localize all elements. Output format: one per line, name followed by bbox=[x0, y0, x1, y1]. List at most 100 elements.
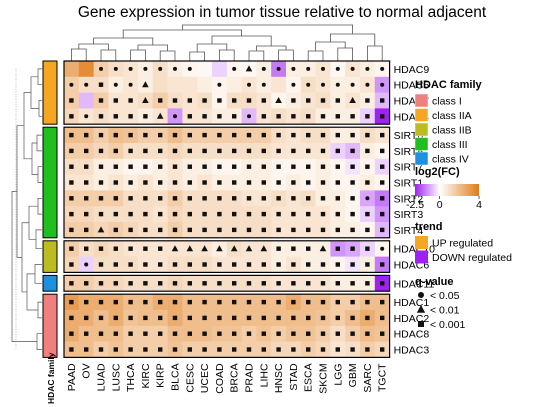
sig-square bbox=[335, 114, 340, 119]
sig-square bbox=[365, 281, 370, 286]
chart-title: Gene expression in tumor tissue relative… bbox=[78, 4, 487, 21]
sig-square bbox=[143, 180, 148, 185]
sig-square bbox=[202, 114, 207, 119]
sig-square bbox=[98, 211, 104, 217]
sig-square bbox=[306, 347, 311, 352]
sig-dot bbox=[335, 66, 340, 71]
sig-triangle bbox=[186, 245, 194, 252]
sig-square bbox=[365, 227, 370, 233]
sig-square bbox=[380, 281, 385, 286]
column-label: KIRC bbox=[140, 363, 152, 389]
sig-dot bbox=[143, 66, 148, 71]
column-labels: PAAD OV LUAD LUSC THCA KIRC KIRP BLCA CESC UCEC CO… bbox=[66, 363, 389, 394]
sig-square bbox=[217, 132, 222, 138]
group-border bbox=[63, 274, 391, 292]
sig-square bbox=[380, 164, 385, 169]
sig-square bbox=[291, 196, 296, 201]
sig-square bbox=[261, 227, 266, 233]
sig-square bbox=[128, 98, 133, 103]
sig-dot bbox=[84, 82, 89, 87]
sig-square bbox=[276, 132, 281, 138]
sig-dot bbox=[321, 82, 325, 87]
sig-square bbox=[276, 347, 281, 352]
sig-triangle bbox=[142, 97, 149, 103]
sig-dot bbox=[365, 196, 370, 201]
sig-square bbox=[232, 211, 237, 217]
sig-square bbox=[113, 164, 118, 169]
sig-square bbox=[261, 211, 266, 217]
sig-square bbox=[69, 347, 74, 352]
sig-square bbox=[69, 262, 74, 267]
sig-square bbox=[217, 315, 222, 321]
sig-dot bbox=[158, 66, 163, 71]
sig-square bbox=[202, 148, 207, 154]
sig-square bbox=[350, 262, 355, 267]
sig-square bbox=[128, 114, 133, 119]
sig-square bbox=[113, 281, 118, 286]
sig-square bbox=[261, 262, 266, 267]
heatmap-cells bbox=[64, 61, 390, 358]
column-label: GBM bbox=[347, 363, 359, 387]
sig-square bbox=[187, 196, 192, 201]
sig-square bbox=[291, 347, 296, 352]
sig-square bbox=[113, 227, 118, 233]
sig-square bbox=[291, 299, 296, 305]
sig-square bbox=[232, 164, 237, 169]
sig-dot bbox=[380, 246, 385, 251]
sig-square bbox=[380, 98, 385, 103]
family-block bbox=[42, 60, 58, 125]
sig-square bbox=[202, 315, 207, 321]
sig-square bbox=[380, 315, 385, 321]
sig-square bbox=[320, 132, 326, 138]
sig-square bbox=[350, 227, 355, 233]
row-label: HDAC9 bbox=[394, 64, 430, 76]
sig-square bbox=[320, 164, 326, 169]
sig-square bbox=[232, 114, 237, 119]
sig-square bbox=[158, 227, 163, 233]
legend-q-label: < 0.001 bbox=[430, 319, 465, 331]
sig-square bbox=[69, 299, 74, 305]
sig-square bbox=[217, 98, 222, 103]
legend-family-swatch bbox=[414, 122, 429, 137]
sig-dot bbox=[84, 262, 89, 267]
sig-square bbox=[232, 281, 237, 286]
sig-square bbox=[69, 132, 74, 138]
sig-square bbox=[306, 227, 311, 233]
sig-square bbox=[291, 132, 296, 138]
sig-triangle bbox=[156, 112, 164, 119]
sig-square bbox=[113, 262, 118, 267]
sig-square bbox=[98, 246, 104, 251]
sig-square bbox=[380, 148, 385, 154]
sig-square bbox=[306, 281, 311, 286]
sig-square bbox=[232, 98, 237, 103]
legend-trend-swatch bbox=[415, 236, 428, 249]
column-label: OV bbox=[81, 363, 93, 378]
sig-dot bbox=[306, 82, 311, 87]
sig-square bbox=[217, 331, 222, 336]
sig-square bbox=[143, 132, 148, 138]
sig-square bbox=[217, 281, 222, 286]
sig-square bbox=[143, 262, 148, 267]
legend-family-swatch bbox=[414, 108, 429, 122]
sig-square bbox=[320, 299, 326, 305]
sig-square bbox=[306, 180, 311, 185]
legend-q-square bbox=[418, 321, 424, 327]
sig-square bbox=[172, 281, 178, 286]
sig-triangle bbox=[349, 97, 356, 103]
sig-square bbox=[187, 315, 192, 321]
sig-square bbox=[276, 211, 281, 217]
sig-square bbox=[276, 227, 281, 233]
sig-square bbox=[202, 281, 207, 286]
sig-square bbox=[128, 315, 133, 321]
row-label: HDAC11 bbox=[394, 278, 435, 290]
sig-square bbox=[306, 246, 311, 251]
column-label: LGG bbox=[332, 363, 344, 385]
sig-square bbox=[113, 114, 118, 119]
sig-square bbox=[306, 114, 311, 119]
sig-square bbox=[158, 148, 163, 154]
sig-square bbox=[365, 164, 370, 169]
sig-square bbox=[113, 347, 118, 352]
sig-square bbox=[202, 299, 207, 305]
legend-family-label: class IIB bbox=[432, 125, 472, 137]
row-label: SIRT4 bbox=[394, 225, 424, 237]
